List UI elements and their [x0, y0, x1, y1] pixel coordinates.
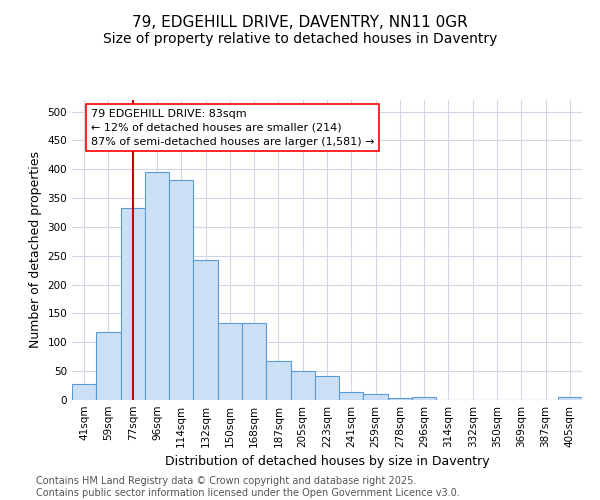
Text: 79, EDGEHILL DRIVE, DAVENTRY, NN11 0GR: 79, EDGEHILL DRIVE, DAVENTRY, NN11 0GR: [132, 15, 468, 30]
Bar: [364, 394, 388, 400]
Bar: [388, 398, 412, 400]
Text: Contains HM Land Registry data © Crown copyright and database right 2025.
Contai: Contains HM Land Registry data © Crown c…: [36, 476, 460, 498]
Bar: [242, 324, 266, 400]
Bar: [339, 392, 364, 400]
X-axis label: Distribution of detached houses by size in Daventry: Distribution of detached houses by size …: [164, 456, 490, 468]
Bar: [218, 324, 242, 400]
Bar: [558, 396, 582, 400]
Bar: [290, 371, 315, 400]
Text: Size of property relative to detached houses in Daventry: Size of property relative to detached ho…: [103, 32, 497, 46]
Bar: [145, 172, 169, 400]
Bar: [193, 260, 218, 400]
Y-axis label: Number of detached properties: Number of detached properties: [29, 152, 42, 348]
Bar: [266, 361, 290, 400]
Bar: [169, 180, 193, 400]
Bar: [315, 376, 339, 400]
Bar: [72, 384, 96, 400]
Bar: [121, 208, 145, 400]
Bar: [412, 396, 436, 400]
Bar: [96, 332, 121, 400]
Text: 79 EDGEHILL DRIVE: 83sqm
← 12% of detached houses are smaller (214)
87% of semi-: 79 EDGEHILL DRIVE: 83sqm ← 12% of detach…: [91, 108, 374, 146]
